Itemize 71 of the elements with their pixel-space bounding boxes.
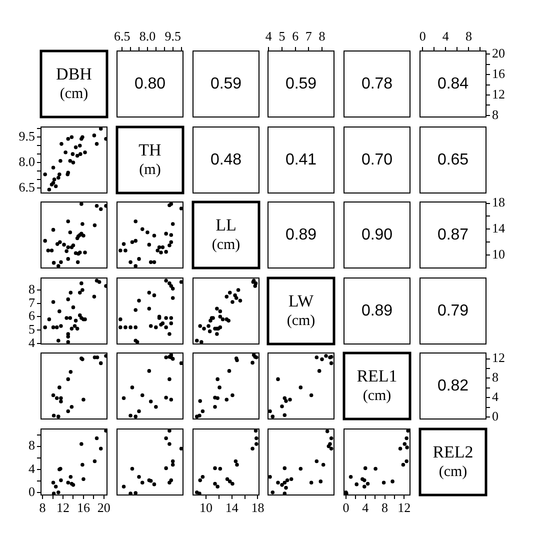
y-tick-label: 16 — [492, 66, 506, 81]
annotation: 0.87 — [437, 226, 469, 244]
text: 0.48 — [210, 151, 242, 168]
text: (m) — [139, 162, 161, 178]
y-tick-label: 8.0 — [18, 154, 35, 169]
text: 0.89 — [285, 226, 317, 244]
text: 0.59 — [210, 75, 242, 92]
y-tick-label: 0 — [28, 484, 35, 499]
x-tick-label: 16 — [76, 500, 90, 516]
text: LL — [216, 215, 236, 234]
y-tick-label: 12 — [492, 86, 505, 102]
y-tick-label: 6.5 — [18, 179, 35, 194]
text: 0.65 — [437, 151, 469, 168]
annotation: 0.82 — [437, 377, 469, 394]
x-tick-label: 9.5 — [164, 28, 181, 44]
y-tick-label: 18 — [492, 194, 505, 210]
annotation: 0.84 — [437, 75, 469, 92]
text: TH — [138, 140, 162, 160]
x-tick-label: 18 — [251, 500, 264, 516]
x-tick-label: 8 — [39, 500, 46, 516]
y-tick-label: 8 — [28, 438, 35, 453]
x-tick-label: 8 — [318, 28, 326, 44]
y-tick-label: 8 — [28, 281, 35, 296]
text: (cm) — [60, 86, 88, 102]
text: REL1 — [356, 366, 398, 386]
text: 0.78 — [361, 75, 393, 92]
x-tick-label: 7 — [305, 28, 312, 44]
y-tick-label: 8 — [492, 106, 498, 122]
text: 0.70 — [361, 151, 393, 168]
y-tick-label: 7 — [28, 294, 36, 310]
y-tick-label: 8 — [492, 370, 498, 385]
y-tick-label: 12 — [492, 350, 505, 366]
x-tick-label: 6.5 — [114, 28, 130, 44]
x-tick-label: 8 — [382, 500, 388, 516]
annotation: 0.80 — [134, 75, 166, 92]
text: 0.89 — [361, 302, 393, 320]
x-tick-label: 4 — [362, 500, 370, 516]
text: (cm) — [362, 388, 392, 404]
text: (cm) — [438, 464, 468, 480]
x-tick-label: 0 — [342, 500, 350, 516]
y-tick-label: 4 — [492, 389, 499, 404]
annotation: 0.59 — [285, 75, 317, 92]
y-tick-label: 10 — [492, 246, 505, 262]
y-tick-label: 6 — [28, 308, 36, 324]
x-tick-label: 10 — [199, 500, 212, 516]
text: DBH — [56, 64, 92, 84]
y-tick-label: 20 — [492, 45, 505, 60]
text: 0.90 — [361, 226, 393, 244]
text: LW — [288, 291, 315, 310]
y-tick-label: 0 — [492, 408, 498, 424]
x-tick-label: 0 — [419, 28, 426, 44]
x-tick-label: 4 — [265, 28, 272, 44]
x-tick-label: 20 — [97, 500, 110, 516]
x-tick-label: 4 — [442, 28, 450, 44]
text: 0.79 — [437, 302, 469, 320]
text: REL2 — [432, 442, 474, 462]
x-tick-label: 12 — [56, 500, 70, 516]
y-tick-label: 9.5 — [18, 128, 35, 144]
x-tick-label: 5 — [278, 28, 286, 44]
text: (cm) — [212, 236, 240, 253]
x-tick-label: 8.0 — [139, 28, 156, 44]
x-tick-label: 8 — [465, 28, 472, 44]
text: 0.41 — [285, 151, 317, 168]
x-tick-label: 12 — [398, 500, 411, 516]
x-tick-label: 6 — [292, 28, 300, 44]
text: (cm) — [286, 312, 316, 329]
y-tick-label: 4 — [28, 460, 36, 476]
y-tick-label: 4 — [28, 334, 36, 350]
y-tick-label: 14 — [492, 220, 506, 236]
x-tick-label: 14 — [225, 500, 239, 516]
y-tick-label: 5 — [28, 321, 35, 336]
